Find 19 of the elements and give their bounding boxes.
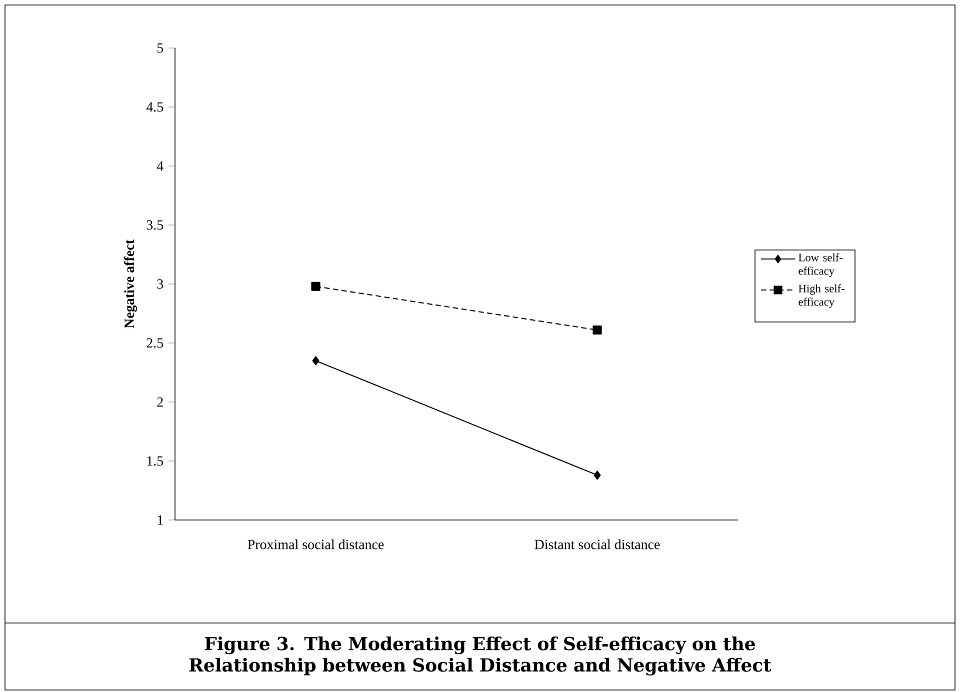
y-tick-label: 1.5 [147, 456, 164, 466]
point [312, 356, 320, 366]
point [311, 282, 320, 291]
y-axis-title: Negative affect [124, 240, 137, 328]
y-tick-label: 3.5 [146, 220, 164, 230]
y-tick-label: 3 [157, 279, 164, 289]
point [594, 470, 601, 480]
text: Figure 3. The Moderating Effect of Self-efficacy on the Relationship between Social Distance and Negative Affect [189, 636, 772, 676]
y-tick-label: 2.5 [146, 338, 164, 348]
legend-label: Low self-efficacy [798, 253, 843, 278]
y-tick-label: 2 [157, 397, 163, 407]
legend-label: High self-efficacy [798, 284, 844, 308]
y-tick-label: 1 [158, 515, 163, 525]
y-tick-label: 5 [157, 43, 164, 53]
point [592, 325, 602, 335]
y-tick-label: 4.5 [146, 102, 164, 112]
x-tick-label: Distant social distance [534, 539, 660, 550]
x-tick-label: Proximal social distance [248, 539, 384, 550]
y-tick-label: 4 [156, 161, 164, 171]
